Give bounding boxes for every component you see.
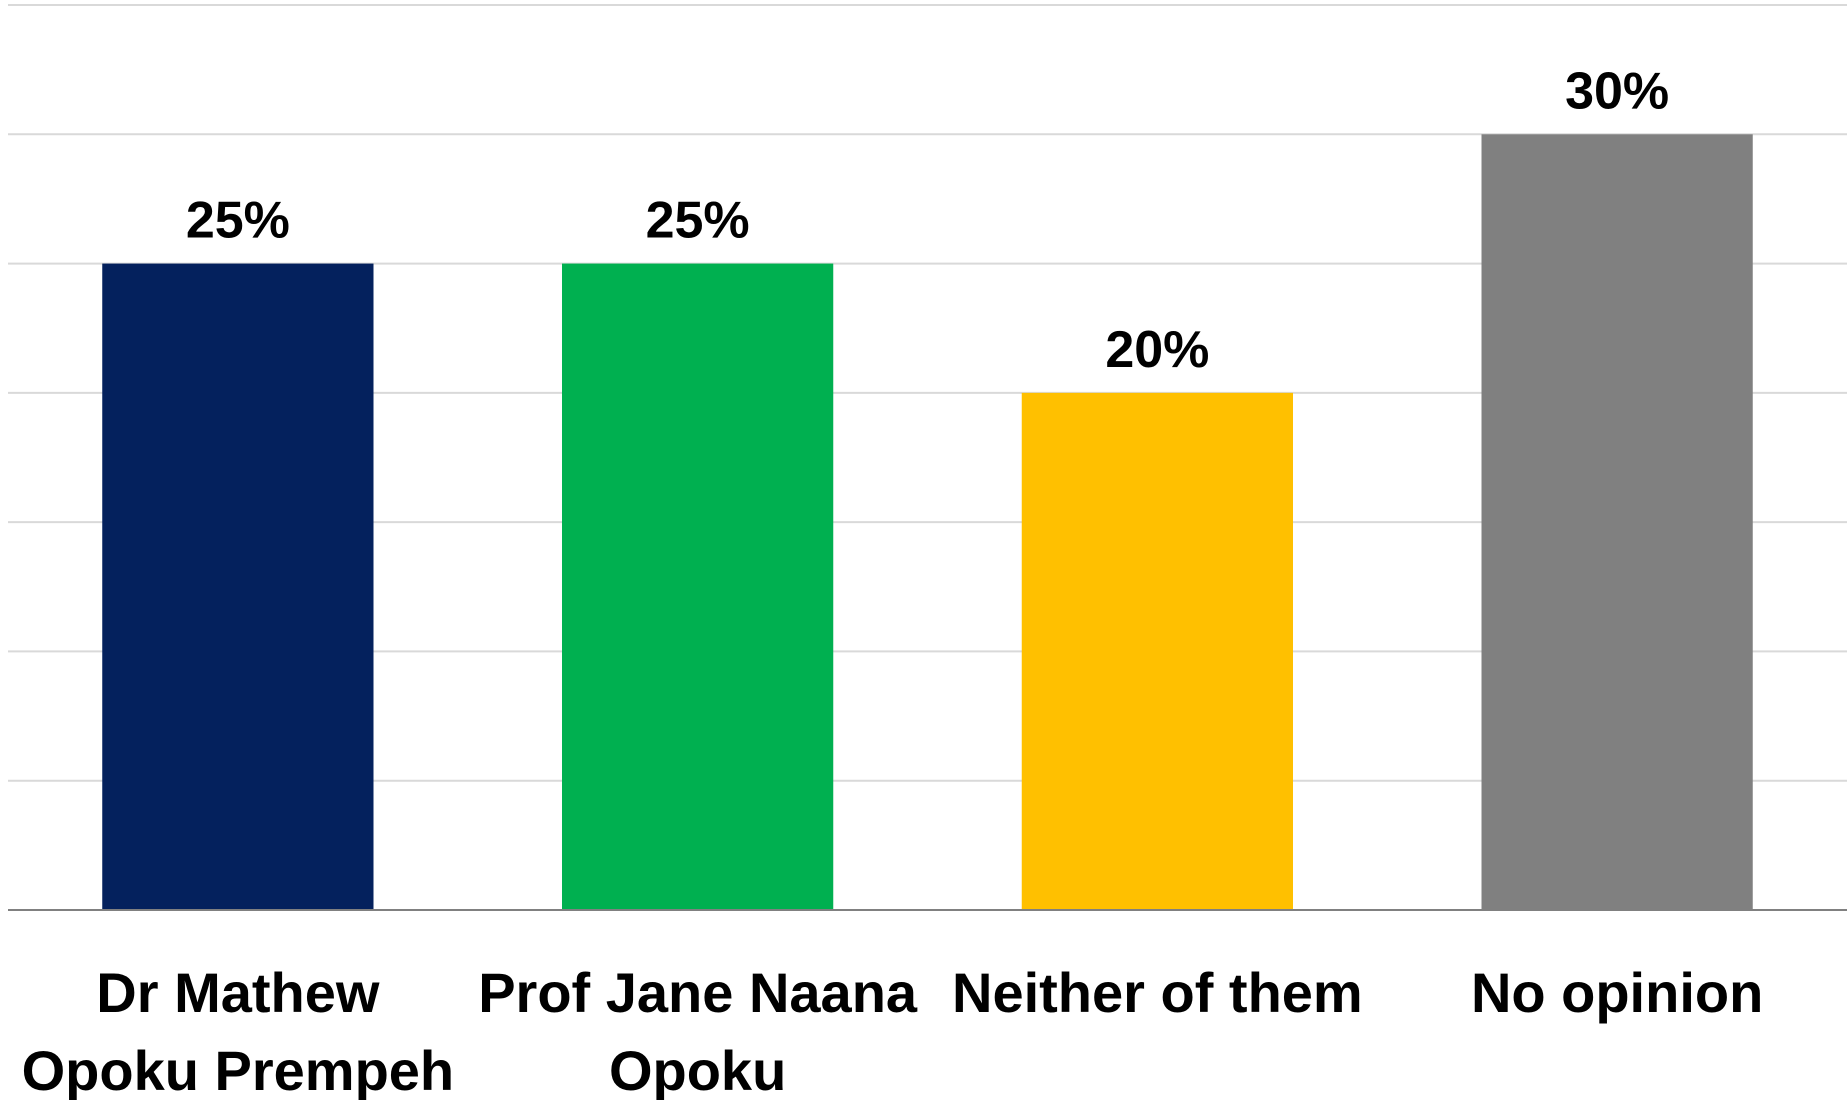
bar [561,263,834,911]
category-label: Opoku Prempeh [22,1039,455,1100]
bar [1021,392,1294,910]
category-label: Prof Jane Naana [478,961,918,1024]
data-label: 25% [646,192,750,250]
data-label: 30% [1565,62,1669,120]
data-labels: 25% 25% 20% 30% [186,62,1669,379]
category-label: Dr Mathew [96,961,380,1024]
category-label: Opoku [609,1039,786,1100]
category-label: No opinion [1471,961,1763,1024]
bar [1481,134,1753,911]
bars [102,134,1753,911]
data-label: 25% [186,192,290,250]
data-label: 20% [1105,321,1209,379]
category-label: Neither of them [952,961,1363,1024]
bar [102,263,374,911]
category-labels: Dr Mathew Opoku Prempeh Prof Jane Naana Opo… [22,961,1764,1100]
